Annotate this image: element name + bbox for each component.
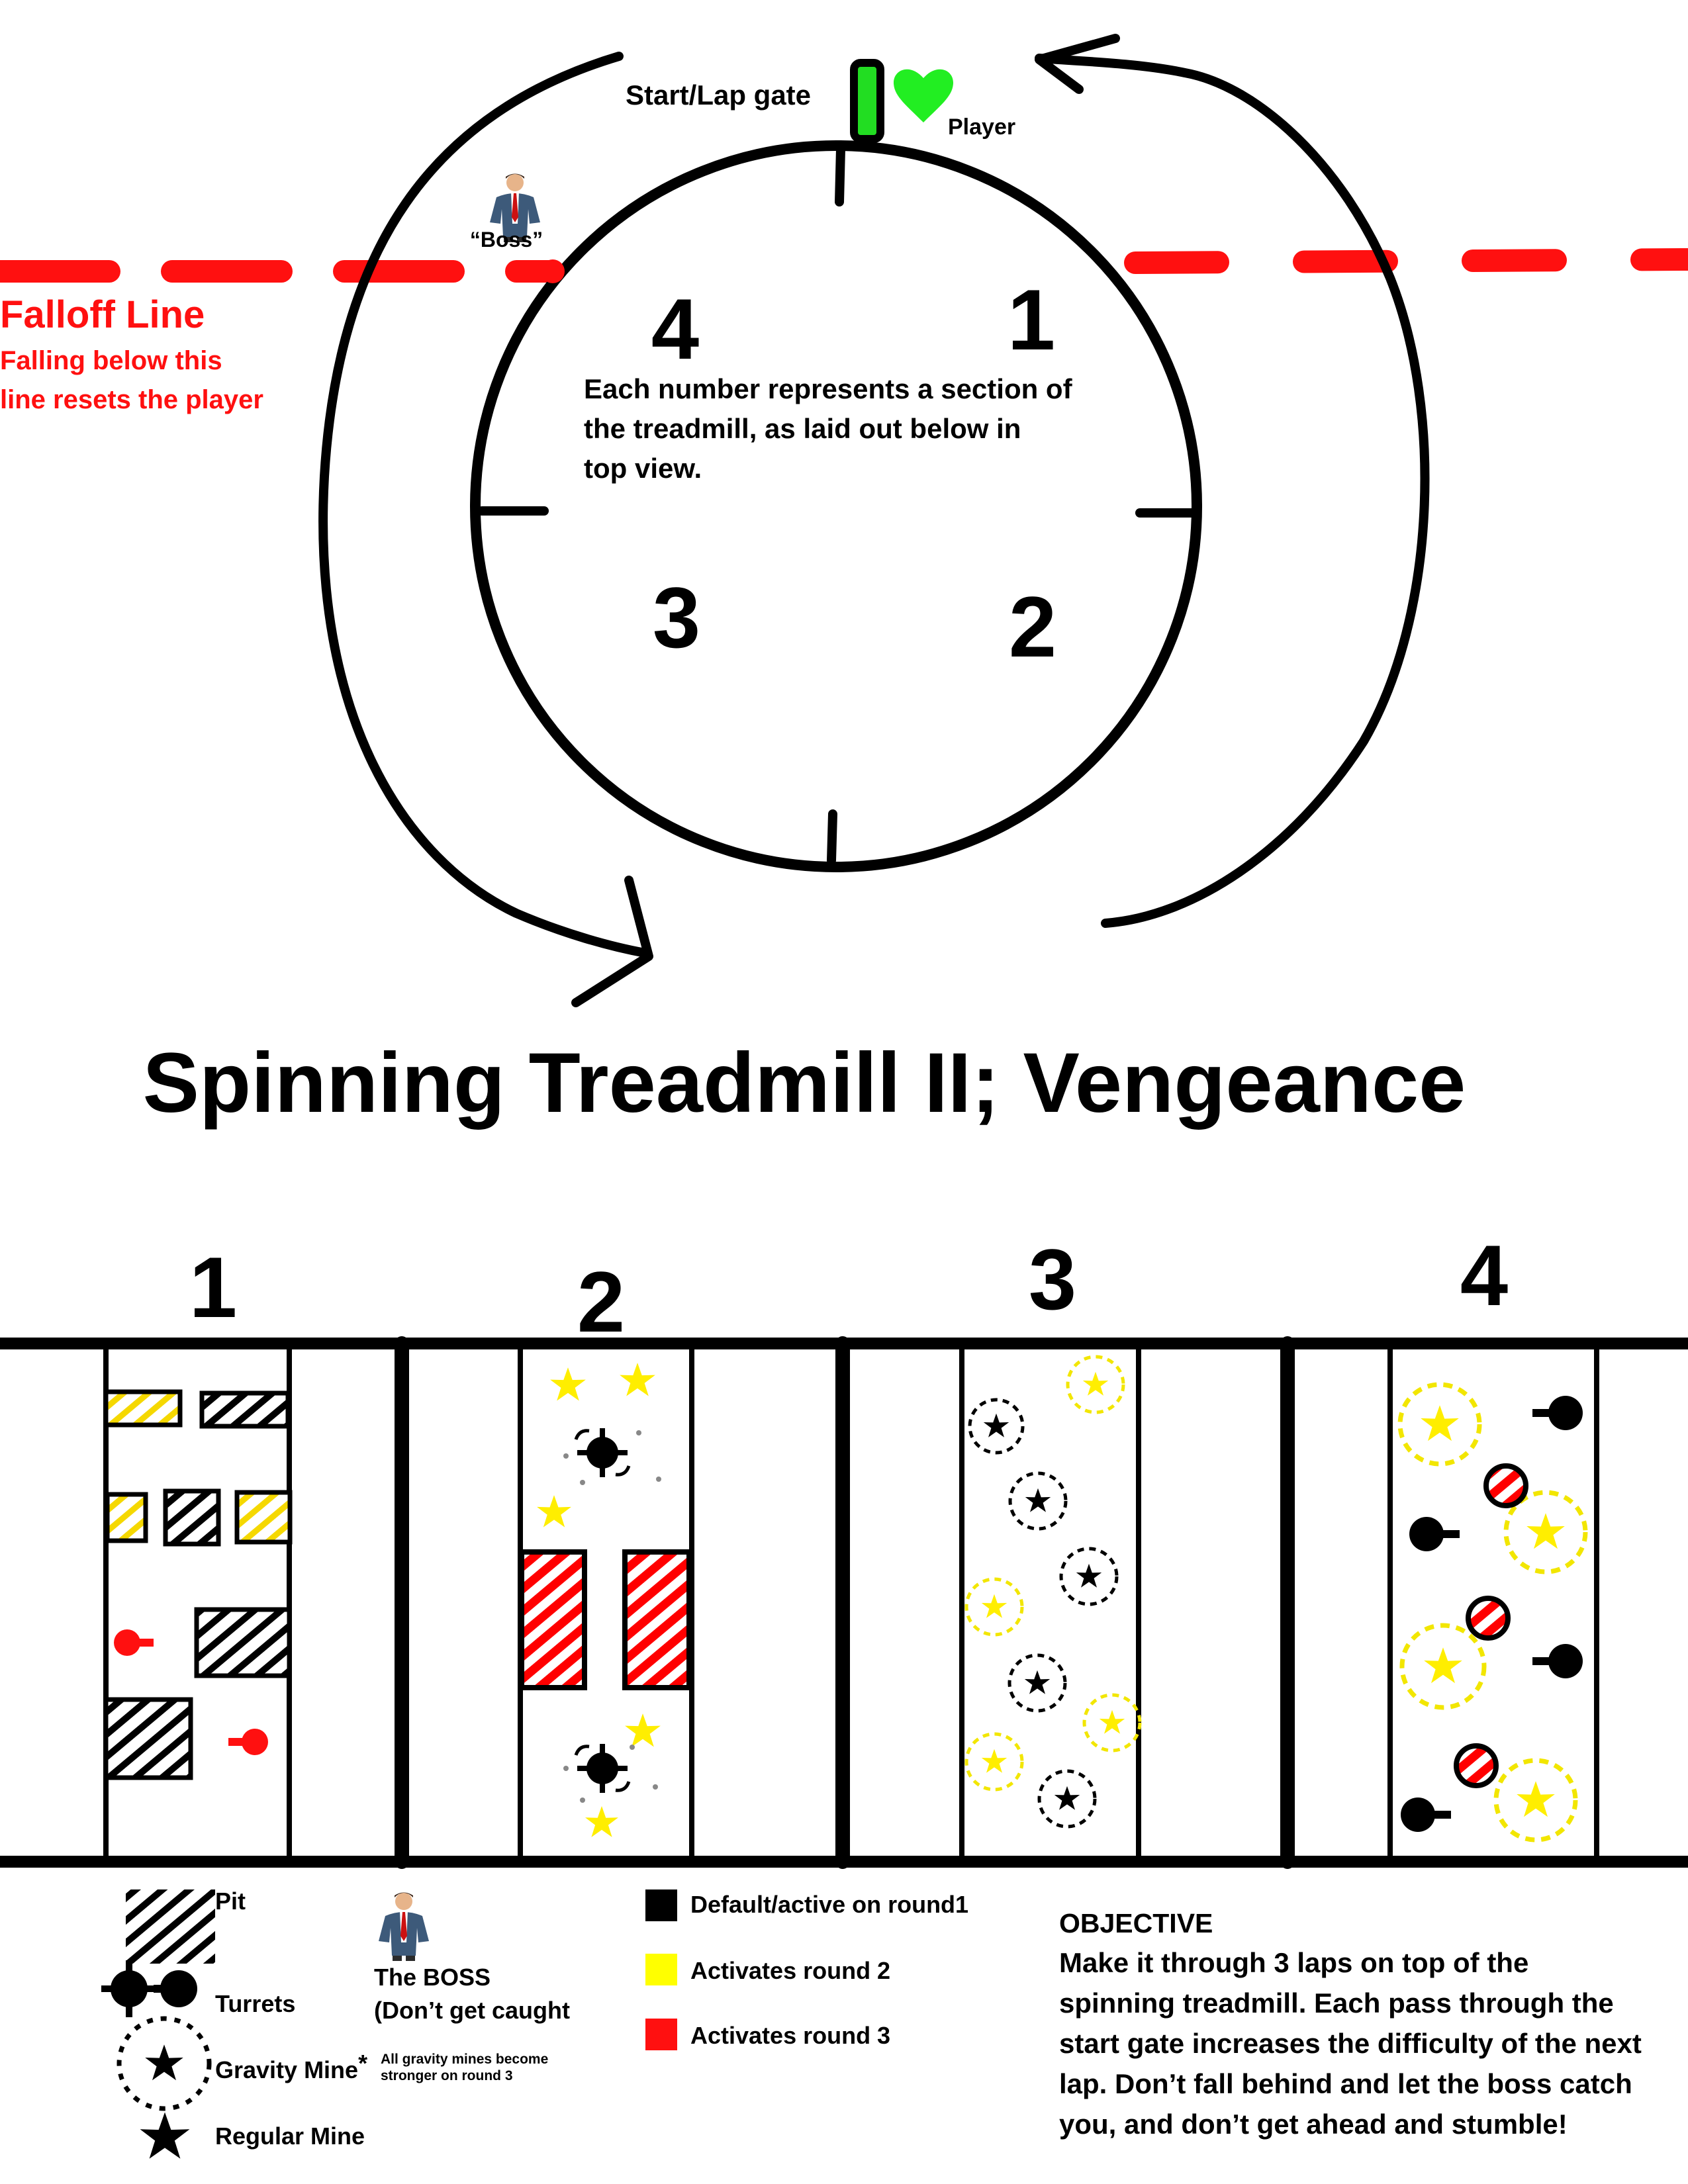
falloff-title: Falloff Line bbox=[0, 293, 205, 336]
gravity-turret bbox=[563, 1428, 661, 1485]
legend-boss-1: The BOSS bbox=[374, 1964, 491, 1991]
objective-line-1: Make it through 3 laps on top of the bbox=[1059, 1947, 1528, 1978]
falloff-desc-2: line resets the player bbox=[0, 385, 263, 414]
gravity-mine-icon bbox=[1008, 1653, 1067, 1713]
legend-regular-mine: Regular Mine bbox=[215, 2122, 365, 2150]
legend-gravity-mine-label: Gravity Mine bbox=[215, 2056, 358, 2083]
treadmill-wheel bbox=[470, 140, 1202, 872]
start-lap-gate bbox=[850, 59, 884, 143]
wheel-section-2: 2 bbox=[1009, 578, 1056, 675]
heart-icon bbox=[894, 69, 953, 122]
pit-hazard bbox=[199, 1390, 291, 1429]
legend-gravity-note-2: stronger on round 3 bbox=[381, 2068, 513, 2083]
turret-icon bbox=[114, 1629, 154, 1656]
turret-icon bbox=[101, 1960, 197, 2017]
mine-icon bbox=[140, 2112, 190, 2159]
pit-hazard bbox=[622, 1549, 692, 1690]
gravity-mine-icon bbox=[1059, 1547, 1119, 1606]
gravity-mine-icon bbox=[964, 1732, 1024, 1792]
gravity-mine-icon bbox=[1493, 1758, 1578, 1843]
boss-icon bbox=[379, 1892, 429, 1961]
layout-label-3: 3 bbox=[1029, 1231, 1076, 1328]
legend-default: Default/active on round1 bbox=[690, 1891, 968, 1918]
red-mine bbox=[1483, 1463, 1528, 1508]
mine-icon bbox=[585, 1806, 618, 1837]
track-frame bbox=[0, 1336, 1688, 1869]
gravity-mine-icon bbox=[1399, 1623, 1487, 1710]
section-1-lane bbox=[103, 1389, 293, 1780]
rotation-arrow-left bbox=[318, 52, 653, 1007]
wheel-section-1: 1 bbox=[1008, 271, 1055, 368]
center-note-2: the treadmill, as laid out below in bbox=[584, 413, 1021, 444]
player-label: Player bbox=[948, 114, 1015, 140]
legend-pit: Pit bbox=[215, 1888, 246, 1915]
pit-hazard bbox=[194, 1607, 292, 1678]
wheel-section-3: 3 bbox=[653, 569, 700, 666]
boss-label: “Boss” bbox=[470, 228, 543, 251]
objective-line-3: start gate increases the difficulty of t… bbox=[1059, 2028, 1642, 2059]
layout-label-2: 2 bbox=[577, 1253, 625, 1350]
mine-icon bbox=[620, 1363, 655, 1396]
pit-hazard bbox=[103, 1389, 183, 1428]
legend-turrets: Turrets bbox=[215, 1990, 295, 2017]
legend-gravity-mine: Gravity Mine* bbox=[215, 2050, 367, 2083]
falloff-marker bbox=[541, 259, 565, 283]
pit-hazard bbox=[103, 1697, 193, 1780]
gravity-mine-icon bbox=[117, 2016, 212, 2111]
layout-label-4: 4 bbox=[1460, 1227, 1508, 1324]
pit-hazard bbox=[163, 1488, 221, 1547]
objective-line-5: you, and don’t get ahead and stumble! bbox=[1059, 2109, 1568, 2140]
legend-round-2: Activates round 2 bbox=[690, 1957, 890, 1984]
gate-label: Start/Lap gate bbox=[626, 79, 811, 111]
mine-icon bbox=[625, 1713, 661, 1747]
legend-boss-2: (Don’t get caught bbox=[374, 1997, 570, 2024]
turret-icon bbox=[1532, 1396, 1583, 1430]
gravity-mine-icon bbox=[964, 1577, 1024, 1637]
swatch-round-3 bbox=[645, 2019, 677, 2050]
layout-label-1: 1 bbox=[189, 1239, 237, 1336]
pit-hazard bbox=[105, 1492, 148, 1543]
objective-line-2: spinning treadmill. Each pass through th… bbox=[1059, 1987, 1614, 2019]
gravity-mine-icon bbox=[1037, 1769, 1097, 1829]
section-4-lane bbox=[1397, 1382, 1588, 1843]
turret-icon bbox=[1532, 1644, 1583, 1678]
gravity-mine-icon bbox=[1066, 1355, 1125, 1414]
gravity-mine-icon bbox=[968, 1398, 1025, 1455]
turret-icon bbox=[228, 1729, 268, 1755]
mine-icon bbox=[537, 1495, 571, 1527]
legend-round-3: Activates round 3 bbox=[690, 2022, 890, 2049]
falloff-line bbox=[0, 248, 1688, 283]
gravity-turret bbox=[563, 1744, 658, 1803]
rotation-arrow-right bbox=[1035, 34, 1430, 928]
falloff-desc-1: Falling below this bbox=[0, 346, 222, 375]
swatch-round-2 bbox=[645, 1954, 677, 1985]
swatch-default bbox=[645, 1889, 677, 1921]
gravity-mine-icon bbox=[1503, 1490, 1588, 1574]
page-title: Spinning Treadmill II; Vengeance bbox=[143, 1036, 1466, 1130]
legend-gravity-note-1: All gravity mines become bbox=[381, 2052, 548, 2067]
gravity-mine-icon bbox=[1082, 1693, 1142, 1752]
turret-icon bbox=[1401, 1797, 1451, 1832]
turret-icon bbox=[1409, 1517, 1460, 1551]
objective-heading: OBJECTIVE bbox=[1059, 1908, 1213, 1938]
objective-line-4: lap. Don’t fall behind and let the boss … bbox=[1059, 2068, 1632, 2099]
section-2-lane bbox=[519, 1363, 692, 1837]
pit-hazard bbox=[234, 1490, 293, 1545]
gravity-mine-icon bbox=[1397, 1382, 1482, 1467]
wheel-section-4: 4 bbox=[651, 281, 699, 377]
red-mine bbox=[1454, 1743, 1499, 1788]
pit-icon bbox=[126, 1889, 215, 1964]
red-mine bbox=[1466, 1596, 1511, 1641]
section-3-lane bbox=[964, 1355, 1142, 1829]
gravity-mine-icon bbox=[1008, 1471, 1068, 1531]
legend-gravity-asterisk: * bbox=[358, 2050, 367, 2077]
center-note-1: Each number represents a section of bbox=[584, 373, 1073, 404]
center-note-3: top view. bbox=[584, 453, 702, 484]
mine-icon bbox=[550, 1367, 586, 1401]
pit-hazard bbox=[519, 1549, 587, 1690]
